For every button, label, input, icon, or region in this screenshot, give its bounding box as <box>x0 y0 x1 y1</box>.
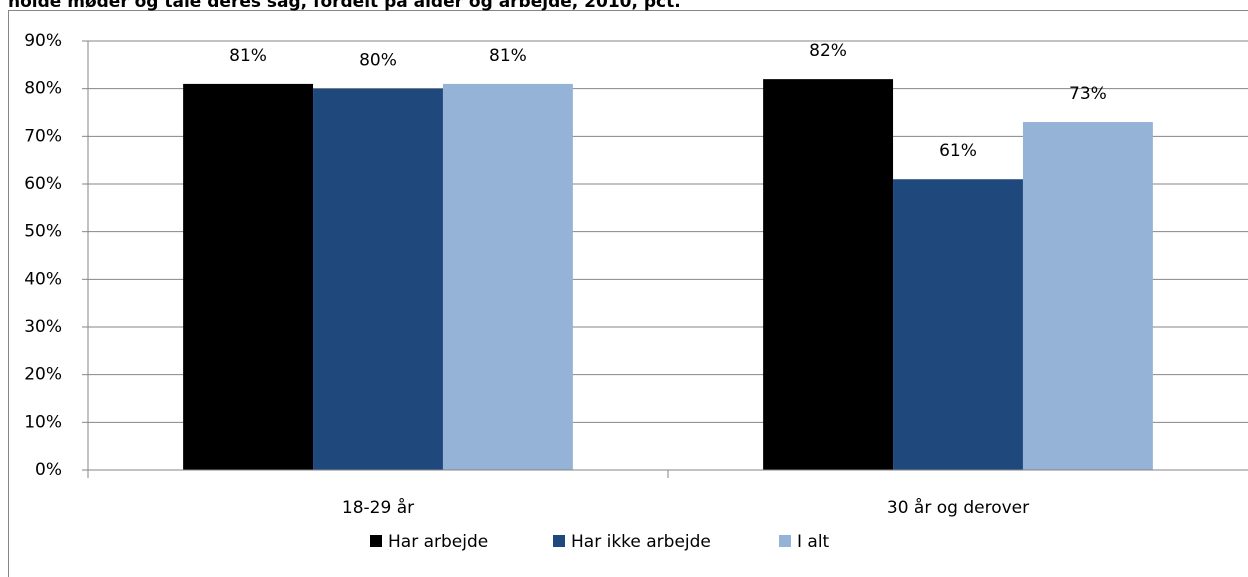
y-tick-label: 40% <box>24 269 62 289</box>
bar <box>313 88 443 471</box>
bar <box>442 83 573 471</box>
data-label: 73% <box>1069 84 1107 104</box>
y-tick-label: 90% <box>24 31 62 51</box>
legend-label: I alt <box>797 532 830 552</box>
data-label: 82% <box>809 41 847 61</box>
legend-label: Har ikke arbejde <box>571 532 711 552</box>
y-tick-label: 50% <box>24 222 62 242</box>
bar <box>893 179 1023 470</box>
data-label: 81% <box>229 46 267 66</box>
legend-swatch <box>779 535 791 547</box>
y-tick-label: 30% <box>24 317 62 337</box>
bar <box>1022 122 1153 471</box>
y-tick-label: 20% <box>24 365 62 385</box>
y-tick-label: 80% <box>24 79 62 99</box>
y-tick-label: 70% <box>24 126 62 146</box>
x-tick-label: 18-29 år <box>342 497 414 518</box>
y-tick-label: 0% <box>35 460 62 480</box>
legend-label: Har arbejde <box>388 532 488 552</box>
data-label: 61% <box>939 141 977 161</box>
data-label: 80% <box>359 51 397 71</box>
bar <box>183 83 314 471</box>
y-tick-label: 60% <box>24 174 62 194</box>
y-tick-label: 10% <box>24 412 62 432</box>
chart-title: holde møder og tale deres sag, fordelt p… <box>8 0 681 12</box>
legend-swatch <box>553 535 565 547</box>
data-label: 81% <box>489 46 527 66</box>
legend-swatch <box>370 535 382 547</box>
bar <box>763 79 894 470</box>
x-tick-label: 30 år og derover <box>887 497 1029 518</box>
